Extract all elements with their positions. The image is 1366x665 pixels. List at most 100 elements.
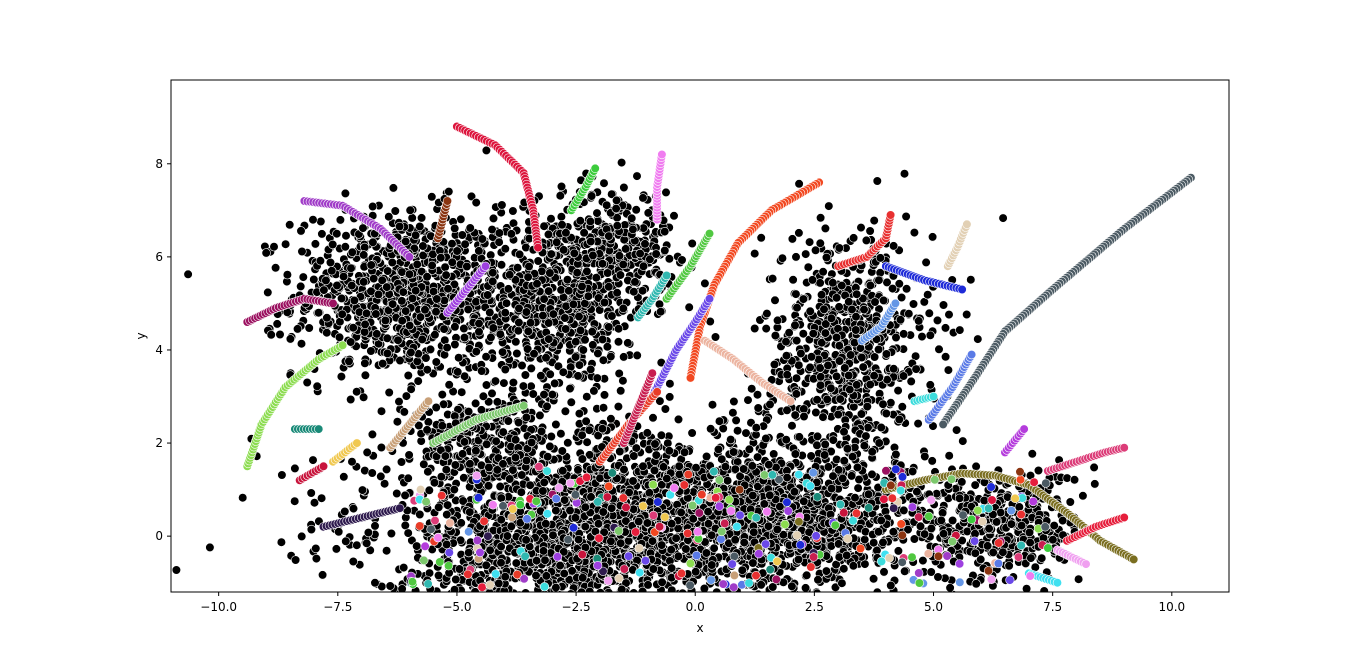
data-point — [750, 323, 760, 334]
data-point — [998, 213, 1008, 223]
data-point — [834, 341, 844, 351]
data-point — [462, 261, 472, 272]
data-point — [661, 187, 671, 197]
data-point — [344, 356, 354, 366]
data-point — [792, 303, 802, 313]
data-point — [376, 471, 386, 482]
data-point — [492, 594, 501, 603]
data-point — [501, 298, 512, 308]
data-point — [422, 272, 432, 282]
data-point — [770, 331, 781, 341]
data-point — [858, 362, 868, 372]
data-point — [411, 230, 421, 240]
data-point — [834, 302, 844, 312]
data-point — [921, 257, 931, 268]
data-point — [561, 228, 571, 238]
data-point — [586, 191, 597, 201]
data-point — [638, 461, 648, 471]
data-point — [574, 311, 584, 322]
data-point — [869, 371, 879, 381]
data-point — [813, 575, 823, 585]
data-point — [664, 446, 674, 456]
data-point — [542, 401, 552, 412]
data-point — [360, 358, 370, 368]
data-point — [613, 337, 624, 347]
data-point — [618, 303, 628, 314]
data-point — [949, 620, 958, 629]
data-point — [876, 422, 886, 433]
data-point — [917, 332, 927, 342]
data-point — [940, 352, 951, 362]
data-point — [405, 321, 415, 331]
data-point — [601, 605, 610, 614]
data-point — [846, 350, 856, 360]
data-point — [791, 373, 802, 383]
data-point — [560, 313, 570, 323]
data-point — [731, 415, 741, 426]
data-point — [860, 534, 870, 545]
data-point — [819, 450, 830, 460]
data-point — [951, 425, 962, 435]
data-point — [544, 334, 554, 344]
data-point — [444, 187, 454, 197]
data-point — [348, 504, 359, 514]
data-point — [791, 252, 801, 262]
data-point — [521, 307, 532, 317]
data-point — [597, 334, 608, 345]
data-point — [648, 413, 658, 423]
data-point — [656, 430, 667, 440]
data-point — [853, 483, 863, 493]
data-point — [770, 295, 780, 305]
data-point — [741, 428, 751, 438]
data-point — [869, 216, 879, 226]
data-point — [794, 179, 804, 189]
data-point — [787, 421, 797, 431]
data-point — [966, 275, 976, 285]
data-point — [271, 263, 281, 273]
data-point — [418, 241, 428, 251]
data-point — [349, 295, 360, 306]
data-point — [403, 473, 413, 483]
data-point — [499, 378, 509, 388]
data-point — [624, 601, 633, 610]
data-point — [597, 259, 608, 269]
data-point — [791, 289, 801, 299]
data-point — [306, 524, 317, 535]
data-point — [450, 223, 460, 233]
data-point — [444, 620, 453, 629]
data-point — [844, 297, 854, 307]
data-point — [290, 463, 300, 474]
data-point — [595, 588, 605, 592]
data-point — [619, 352, 629, 362]
data-point — [881, 408, 891, 419]
data-point — [753, 403, 763, 413]
data-point — [638, 193, 648, 203]
data-point — [269, 242, 279, 252]
data-point — [873, 344, 884, 355]
data-point — [297, 246, 307, 257]
data-point — [308, 455, 318, 465]
data-point — [431, 307, 441, 317]
data-point — [376, 406, 387, 416]
data-point — [938, 300, 949, 310]
data-point — [685, 622, 694, 631]
data-point — [388, 183, 399, 193]
data-point — [373, 289, 384, 300]
data-point — [346, 394, 356, 405]
data-point — [828, 435, 838, 445]
data-point — [707, 400, 718, 410]
data-point — [665, 392, 675, 402]
data-point — [460, 615, 469, 624]
data-point — [588, 250, 598, 260]
data-point — [397, 316, 407, 326]
data-point — [629, 287, 639, 297]
data-point — [872, 176, 882, 186]
data-point — [494, 228, 505, 238]
data-point — [891, 332, 901, 343]
data-point — [870, 297, 880, 307]
data-point — [747, 384, 757, 394]
data-point — [500, 244, 510, 254]
data-point — [638, 261, 649, 271]
data-point — [598, 355, 609, 365]
data-point — [560, 406, 571, 416]
